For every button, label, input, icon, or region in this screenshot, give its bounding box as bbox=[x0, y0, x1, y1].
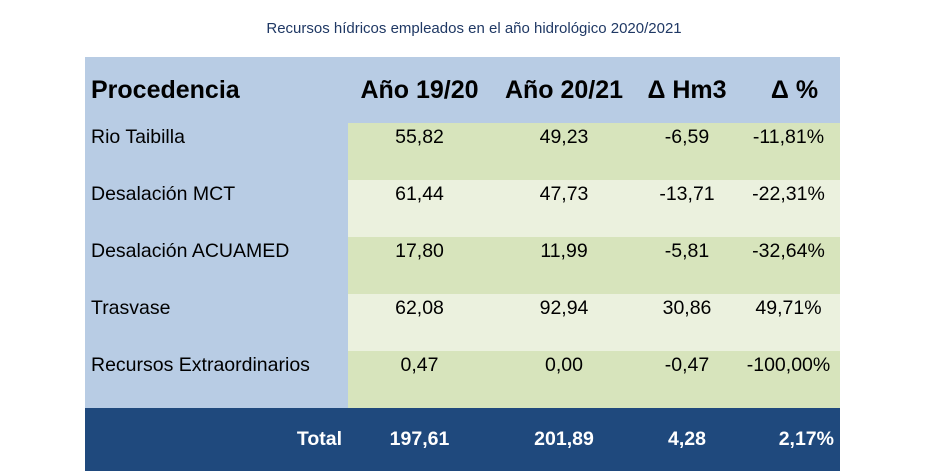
cell-delta-pct: -22,31% bbox=[737, 180, 840, 237]
cell-ano-19-20: 0,47 bbox=[348, 351, 491, 408]
table-row: Desalación ACUAMED 17,80 11,99 -5,81 -32… bbox=[85, 237, 840, 294]
cell-ano-19-20: 55,82 bbox=[348, 123, 491, 180]
cell-delta-pct: -11,81% bbox=[737, 123, 840, 180]
header-ano-20-21: Año 20/21 bbox=[491, 57, 637, 123]
cell-delta-hm3: -13,71 bbox=[637, 180, 737, 237]
total-row: Total 197,61 201,89 4,28 2,17% bbox=[85, 408, 840, 471]
cell-ano-19-20: 62,08 bbox=[348, 294, 491, 351]
cell-delta-hm3: -0,47 bbox=[637, 351, 737, 408]
row-label: Desalación MCT bbox=[85, 180, 348, 237]
table-row: Recursos Extraordinarios 0,47 0,00 -0,47… bbox=[85, 351, 840, 408]
cell-ano-20-21: 0,00 bbox=[491, 351, 637, 408]
row-label: Desalación ACUAMED bbox=[85, 237, 348, 294]
cell-delta-pct: -100,00% bbox=[737, 351, 840, 408]
cell-ano-20-21: 11,99 bbox=[491, 237, 637, 294]
header-delta-pct: Δ % bbox=[737, 57, 840, 123]
water-resources-table: Procedencia Año 19/20 Año 20/21 Δ Hm3 Δ … bbox=[85, 57, 840, 471]
header-row: Procedencia Año 19/20 Año 20/21 Δ Hm3 Δ … bbox=[85, 57, 840, 123]
total-ano-20-21: 201,89 bbox=[491, 408, 637, 471]
total-ano-19-20: 197,61 bbox=[348, 408, 491, 471]
cell-ano-20-21: 49,23 bbox=[491, 123, 637, 180]
total-label: Total bbox=[85, 408, 348, 471]
cell-ano-19-20: 61,44 bbox=[348, 180, 491, 237]
row-label: Recursos Extraordinarios bbox=[85, 351, 348, 408]
cell-ano-20-21: 47,73 bbox=[491, 180, 637, 237]
cell-delta-hm3: -6,59 bbox=[637, 123, 737, 180]
header-delta-hm3: Δ Hm3 bbox=[637, 57, 737, 123]
table-row: Desalación MCT 61,44 47,73 -13,71 -22,31… bbox=[85, 180, 840, 237]
table-title: Recursos hídricos empleados en el año hi… bbox=[266, 20, 682, 37]
total-delta-pct: 2,17% bbox=[737, 408, 840, 471]
total-delta-hm3: 4,28 bbox=[637, 408, 737, 471]
cell-delta-pct: -32,64% bbox=[737, 237, 840, 294]
cell-delta-hm3: -5,81 bbox=[637, 237, 737, 294]
row-label: Trasvase bbox=[85, 294, 348, 351]
header-procedencia: Procedencia bbox=[85, 57, 348, 123]
cell-ano-19-20: 17,80 bbox=[348, 237, 491, 294]
cell-delta-pct: 49,71% bbox=[737, 294, 840, 351]
table-row: Trasvase 62,08 92,94 30,86 49,71% bbox=[85, 294, 840, 351]
cell-ano-20-21: 92,94 bbox=[491, 294, 637, 351]
header-ano-19-20: Año 19/20 bbox=[348, 57, 491, 123]
row-label: Rio Taibilla bbox=[85, 123, 348, 180]
table-row: Rio Taibilla 55,82 49,23 -6,59 -11,81% bbox=[85, 123, 840, 180]
cell-delta-hm3: 30,86 bbox=[637, 294, 737, 351]
